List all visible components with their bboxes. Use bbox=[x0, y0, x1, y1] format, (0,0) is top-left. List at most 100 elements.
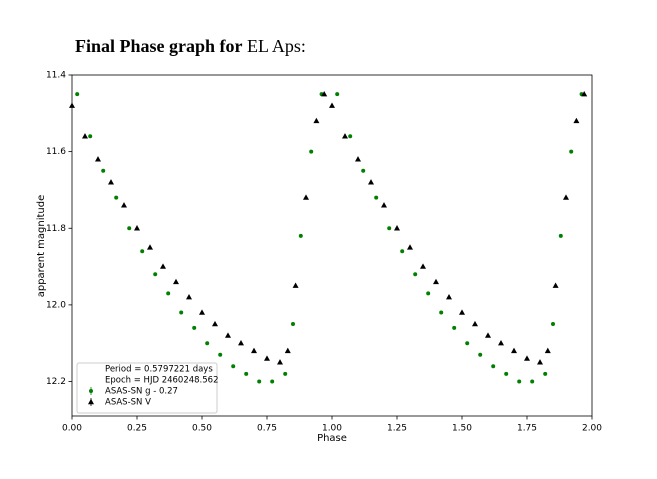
data-point bbox=[75, 92, 80, 97]
data-point bbox=[439, 310, 444, 315]
data-point bbox=[551, 322, 555, 327]
data-point bbox=[147, 244, 153, 250]
data-point bbox=[394, 225, 400, 231]
legend-label: ASAS-SN V bbox=[105, 398, 151, 408]
legend-label: ASAS-SN g - 0.27 bbox=[105, 387, 178, 397]
y-tick-label: 11.8 bbox=[46, 224, 66, 234]
data-point bbox=[291, 322, 295, 327]
data-point bbox=[283, 371, 288, 376]
data-point bbox=[459, 309, 465, 315]
data-point bbox=[446, 294, 452, 300]
x-tick-label: 2.00 bbox=[582, 424, 602, 434]
data-point bbox=[558, 233, 563, 238]
y-tick-label: 12.0 bbox=[46, 300, 66, 310]
data-point bbox=[264, 355, 270, 361]
legend-note: Period = 0.5797221 days bbox=[105, 365, 213, 375]
data-point bbox=[205, 341, 210, 346]
data-point bbox=[537, 359, 543, 365]
data-point bbox=[329, 102, 335, 108]
plot-area bbox=[69, 90, 588, 384]
data-point bbox=[335, 92, 340, 97]
data-point bbox=[114, 195, 119, 200]
legend-marker bbox=[88, 398, 94, 405]
data-point bbox=[433, 278, 439, 285]
data-point bbox=[134, 225, 140, 231]
x-tick-label: 1.50 bbox=[452, 424, 472, 434]
data-point bbox=[478, 352, 483, 357]
data-point bbox=[251, 347, 257, 354]
title-bold: Final Phase graph for bbox=[75, 36, 243, 56]
data-point bbox=[192, 325, 197, 330]
legend-marker bbox=[89, 389, 93, 393]
data-point bbox=[407, 244, 413, 250]
data-point bbox=[544, 347, 551, 354]
x-tick-label: 1.25 bbox=[387, 424, 407, 434]
data-point bbox=[485, 332, 491, 338]
data-point bbox=[284, 347, 291, 354]
x-tick-label: 0.00 bbox=[62, 424, 82, 434]
data-point bbox=[313, 117, 320, 124]
data-point bbox=[465, 341, 470, 346]
data-point bbox=[361, 168, 366, 173]
data-point bbox=[277, 359, 283, 365]
data-point bbox=[381, 202, 387, 208]
data-point bbox=[524, 355, 530, 361]
data-point bbox=[173, 278, 179, 285]
y-tick-label: 12.2 bbox=[46, 377, 66, 387]
data-point bbox=[303, 194, 309, 200]
data-point bbox=[292, 282, 299, 288]
data-point bbox=[426, 291, 431, 296]
data-point bbox=[400, 249, 405, 254]
data-point bbox=[231, 364, 236, 369]
x-tick-label: 0.25 bbox=[127, 424, 147, 434]
data-point bbox=[387, 226, 392, 231]
data-point bbox=[244, 371, 249, 376]
y-tick-label: 11.6 bbox=[46, 147, 66, 157]
data-point bbox=[348, 134, 353, 139]
data-point bbox=[368, 179, 374, 185]
x-axis-label: Phase bbox=[317, 433, 347, 444]
chart-title: Final Phase graph for EL Aps: bbox=[75, 36, 306, 56]
data-point bbox=[517, 379, 522, 384]
data-point bbox=[225, 332, 231, 338]
data-point bbox=[108, 179, 114, 185]
data-point bbox=[127, 226, 132, 231]
data-point bbox=[270, 379, 275, 384]
data-point bbox=[420, 263, 426, 269]
data-point bbox=[452, 325, 457, 330]
data-point bbox=[321, 90, 328, 97]
data-point bbox=[511, 347, 517, 354]
data-point bbox=[199, 309, 205, 315]
data-point bbox=[95, 156, 101, 162]
data-point bbox=[257, 379, 262, 384]
data-point bbox=[309, 149, 314, 154]
data-point bbox=[530, 379, 535, 384]
data-point bbox=[238, 340, 244, 346]
data-point bbox=[140, 249, 145, 254]
data-point bbox=[374, 195, 379, 200]
title-normal: EL Aps: bbox=[247, 36, 306, 56]
data-point bbox=[543, 371, 548, 376]
x-tick-label: 1.00 bbox=[322, 424, 342, 434]
data-point bbox=[504, 371, 509, 376]
data-point bbox=[573, 117, 580, 124]
data-point bbox=[101, 168, 106, 173]
y-axis-label: apparent magnitude bbox=[36, 195, 47, 298]
data-point bbox=[581, 90, 588, 97]
x-tick-label: 0.75 bbox=[257, 424, 277, 434]
data-point bbox=[563, 194, 569, 200]
data-point bbox=[298, 233, 303, 238]
y-tick-label: 11.4 bbox=[46, 71, 66, 81]
data-point bbox=[212, 320, 218, 327]
data-point bbox=[88, 134, 93, 139]
data-point bbox=[413, 272, 418, 277]
data-point bbox=[82, 133, 88, 139]
data-point bbox=[342, 133, 348, 139]
x-tick-label: 1.75 bbox=[517, 424, 537, 434]
legend-note: Epoch = HJD 2460248.562 bbox=[105, 376, 218, 386]
data-point bbox=[491, 364, 496, 369]
data-point bbox=[166, 291, 171, 296]
data-point bbox=[153, 272, 158, 277]
